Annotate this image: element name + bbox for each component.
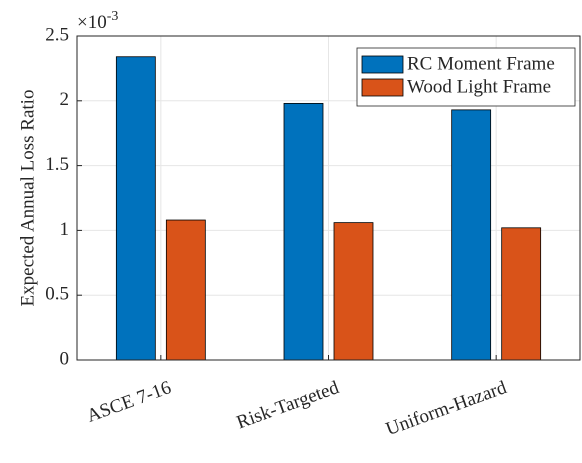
y-tick-label: 1	[60, 219, 70, 240]
y-exponent-base: ×10	[77, 12, 107, 33]
legend-swatch	[361, 78, 404, 97]
bar	[165, 219, 206, 361]
y-tick-label: 0	[60, 348, 70, 369]
axes-box	[76, 35, 581, 361]
bar	[451, 109, 492, 361]
y-tick-label: 0.5	[45, 284, 69, 305]
bar	[283, 102, 324, 361]
y-axis-label: Expected Annual Loss Ratio	[17, 90, 38, 307]
legend-swatch	[361, 55, 404, 74]
y-exponent-power: -3	[107, 9, 119, 24]
x-tick-label: Uniform-Hazard	[383, 377, 510, 440]
y-tick-label: 1.5	[45, 154, 69, 175]
y-exponent: ×10-3	[77, 9, 118, 33]
bar	[115, 56, 156, 361]
x-tick-label: Risk-Targeted	[234, 377, 342, 434]
y-tick-label: 2.5	[45, 24, 69, 45]
x-tick-label: ASCE 7-16	[84, 377, 174, 427]
bar	[501, 227, 542, 361]
legend-label: Wood Light Frame	[407, 76, 551, 97]
y-tick-label: 2	[60, 89, 70, 110]
bar	[333, 222, 374, 361]
legend-label: RC Moment Frame	[407, 53, 555, 74]
